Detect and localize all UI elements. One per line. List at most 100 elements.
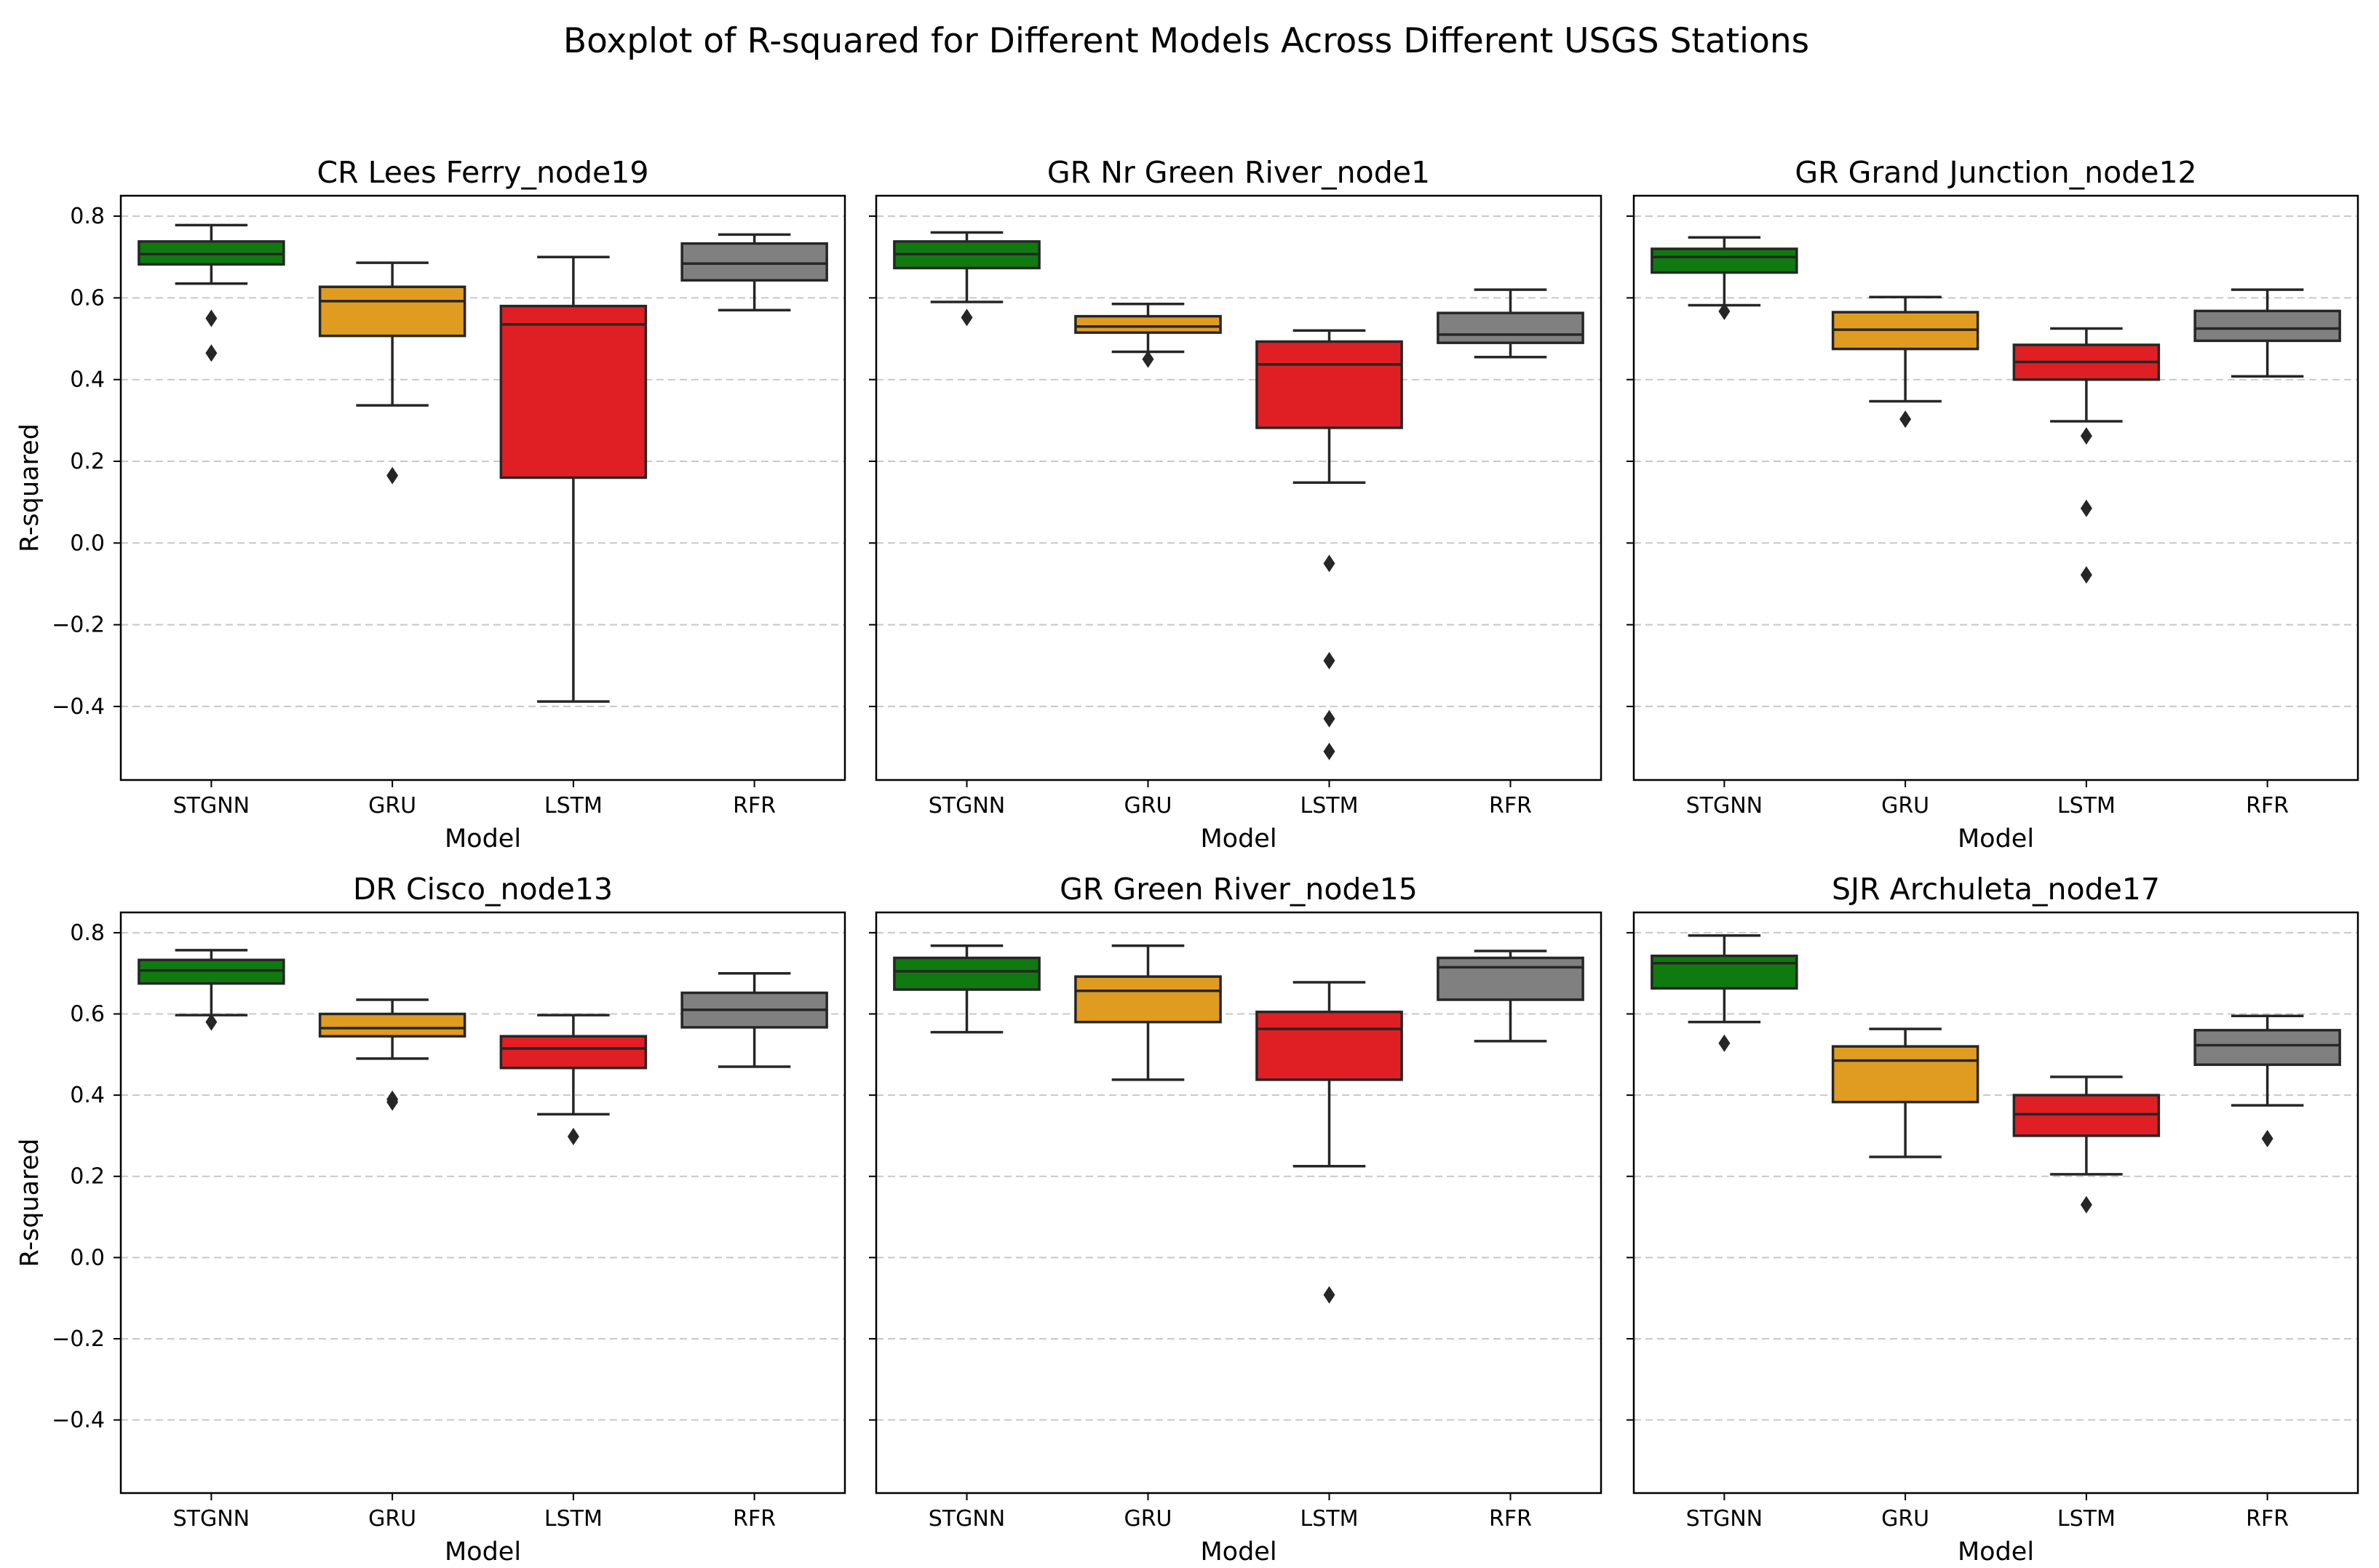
x-tick-label: STGNN — [929, 1506, 1006, 1532]
x-axis-label: Model — [1200, 824, 1276, 853]
y-tick-label: 0.2 — [70, 1164, 105, 1190]
subplot-title: CR Lees Ferry_node19 — [317, 155, 649, 190]
outlier-point — [2080, 499, 2092, 517]
x-tick-label: GRU — [368, 793, 416, 819]
outlier-point — [205, 309, 218, 327]
outlier-point — [205, 344, 218, 362]
y-tick-label: 0.6 — [70, 285, 105, 311]
y-tick-label: 0.2 — [70, 449, 105, 474]
box-stgnn — [893, 231, 1041, 327]
outlier-point — [1323, 554, 1335, 573]
x-tick-label: RFR — [1489, 1506, 1532, 1532]
x-tick-label: RFR — [733, 793, 776, 819]
panel-2: STGNN GRU LSTM RFR GR Nr Green River_node1 Mo… — [869, 155, 1602, 853]
panel-3: STGNN GRU LSTM RFR GR Grand Junction_node12 M… — [1627, 155, 2359, 853]
axes-frame — [119, 911, 846, 1495]
box-gru — [1074, 944, 1222, 1081]
box-stgnn — [1651, 934, 1798, 1052]
x-tick-label: GRU — [1124, 793, 1172, 819]
y-tick-label: −0.4 — [52, 1408, 105, 1433]
y-tick-label: −0.2 — [52, 1326, 105, 1352]
x-tick-label: STGNN — [173, 1506, 250, 1532]
y-tick-label: 0.0 — [70, 530, 105, 556]
box-stgnn — [1651, 236, 1798, 320]
x-tick-label: LSTM — [1300, 1506, 1359, 1532]
y-axis-label: R-squared — [15, 423, 44, 552]
box-iqr — [893, 956, 1041, 991]
y-tick-label: 0.4 — [70, 1083, 105, 1108]
y-tick-label: −0.2 — [52, 613, 105, 638]
outlier-point — [1323, 709, 1335, 728]
subplot-title: SJR Archuleta_node17 — [1832, 872, 2160, 907]
box-gru — [1831, 1027, 1979, 1158]
x-tick-label: STGNN — [1686, 1506, 1763, 1532]
subplot-title: DR Cisco_node13 — [353, 872, 613, 907]
box-gru — [1831, 295, 1979, 429]
outlier-point — [386, 1093, 399, 1111]
box-rfr — [1437, 288, 1584, 359]
box-lstm — [1255, 981, 1403, 1304]
box-stgnn — [138, 949, 285, 1031]
box-iqr — [1831, 1045, 1979, 1104]
x-tick-label: LSTM — [2057, 793, 2116, 819]
box-lstm — [1255, 329, 1403, 760]
panel-5: STGNN GRU LSTM RFR GR Green River_node15 Mode… — [869, 872, 1602, 1567]
outlier-point — [1718, 1034, 1731, 1052]
box-lstm — [2012, 327, 2161, 584]
box-iqr — [318, 1012, 466, 1038]
box-iqr — [1651, 954, 1798, 990]
outlier-point — [961, 309, 973, 327]
outlier-point — [2080, 566, 2092, 584]
box-rfr — [1437, 950, 1584, 1043]
box-rfr — [2193, 1014, 2341, 1147]
x-tick-label: LSTM — [544, 1506, 603, 1532]
box-iqr — [680, 242, 828, 282]
x-tick-label: LSTM — [544, 793, 603, 819]
x-tick-label: GRU — [1881, 1506, 1929, 1532]
box-rfr — [2193, 288, 2341, 378]
subplot-title: GR Nr Green River_node1 — [1047, 155, 1430, 190]
box-iqr — [499, 304, 648, 479]
x-axis-label: Model — [445, 1537, 521, 1567]
outlier-point — [1718, 302, 1731, 320]
box-iqr — [2193, 309, 2341, 343]
subplot-title: GR Grand Junction_node12 — [1795, 155, 2196, 190]
x-axis-label: Model — [1958, 824, 2034, 853]
box-stgnn — [138, 223, 285, 362]
box-lstm — [499, 255, 648, 703]
outlier-point — [205, 1013, 218, 1031]
box-gru — [318, 998, 466, 1111]
y-tick-label: 0.8 — [70, 920, 105, 946]
outlier-point — [567, 1128, 579, 1146]
box-iqr — [2193, 1029, 2341, 1067]
box-lstm — [499, 1014, 648, 1146]
x-tick-label: RFR — [733, 1506, 776, 1532]
axes-frame — [1632, 911, 2359, 1495]
x-axis-label: Model — [1958, 1537, 2034, 1567]
subplot-title: GR Green River_node15 — [1060, 872, 1418, 907]
box-stgnn — [893, 944, 1041, 1034]
y-tick-label: −0.4 — [52, 694, 105, 720]
panel-1: −0.4 −0.2 0.0 0.2 0.4 0.6 0.8 STGNN GRU LSTM RFR CR… — [15, 155, 846, 853]
x-axis-label: Model — [1200, 1537, 1276, 1567]
x-tick-label: LSTM — [1300, 793, 1359, 819]
box-iqr — [318, 285, 466, 338]
axes-frame — [875, 194, 1602, 781]
x-tick-label: GRU — [1881, 793, 1929, 819]
box-iqr — [499, 1035, 648, 1070]
outlier-point — [1323, 1286, 1335, 1304]
box-lstm — [2012, 1075, 2161, 1214]
outlier-point — [2261, 1129, 2273, 1147]
box-rfr — [680, 971, 828, 1068]
figure-title: Boxplot of R-squared for Different Model… — [563, 21, 1809, 61]
y-tick-label: 0.8 — [70, 204, 105, 229]
box-iqr — [1437, 956, 1584, 1001]
outlier-point — [2080, 427, 2092, 445]
box-iqr — [1255, 340, 1403, 429]
panel-4: −0.4 −0.2 0.0 0.2 0.4 0.6 0.8 STGNN GRU LSTM RFR DR… — [15, 872, 846, 1567]
box-iqr — [1437, 311, 1584, 344]
outlier-point — [1142, 350, 1154, 368]
box-iqr — [1074, 975, 1222, 1024]
box-gru — [318, 261, 466, 485]
